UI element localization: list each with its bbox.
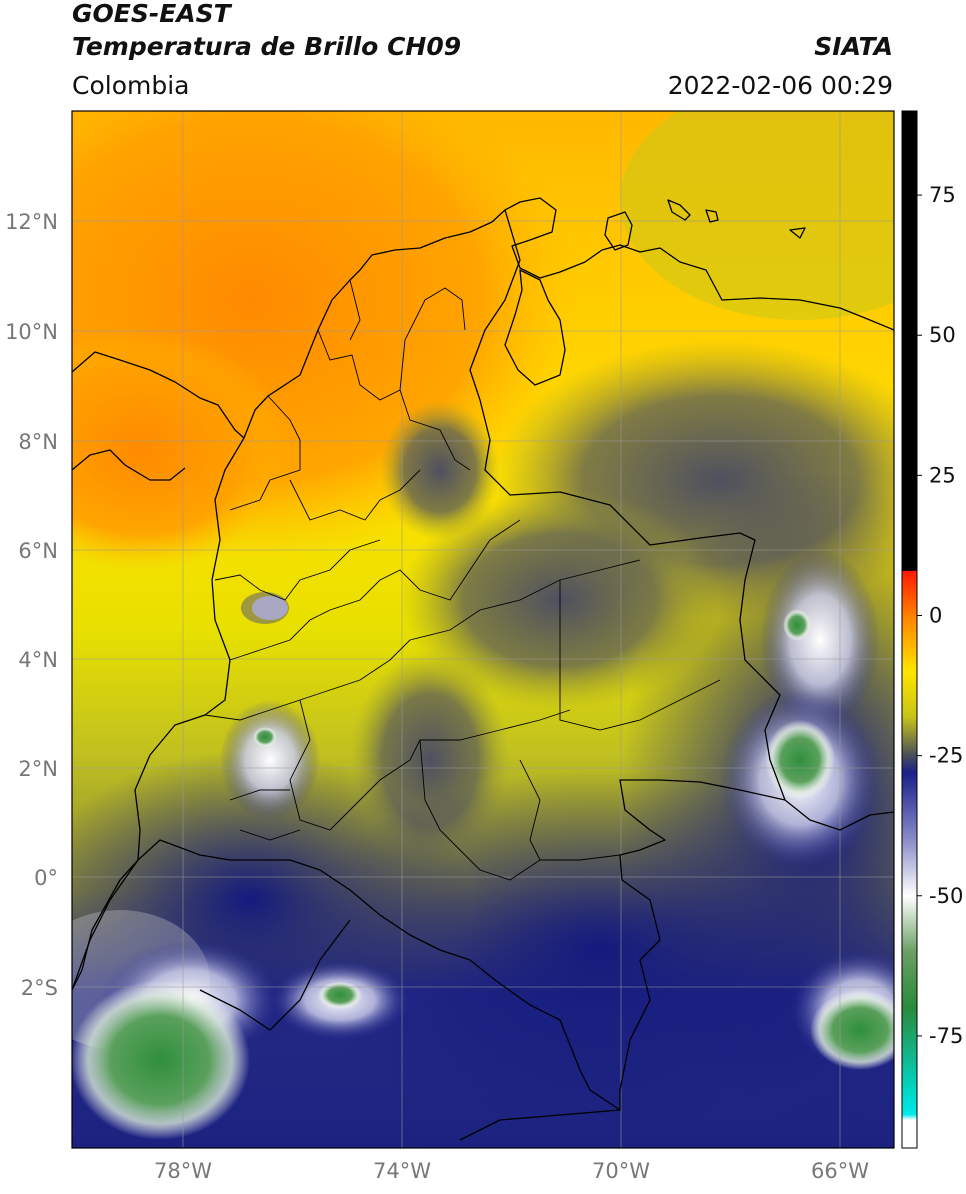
- lat-label: 0°: [34, 866, 58, 890]
- lat-label: 10°N: [5, 320, 58, 344]
- organization-label: SIATA: [814, 32, 893, 61]
- map-boundaries: [72, 197, 894, 1141]
- colorbar-tick-label: -50: [929, 884, 963, 908]
- colombia-departments: [204, 279, 721, 881]
- lat-label: 8°N: [18, 430, 58, 454]
- latitude-labels: 12°N 10°N 8°N 6°N 4°N 2°N 0° 2°S: [5, 210, 58, 1000]
- lat-label: 4°N: [18, 648, 58, 672]
- product-title: GOES-EAST: [72, 0, 231, 28]
- product-subtitle: Temperatura de Brillo CH09: [72, 32, 462, 61]
- lon-label: 74°W: [373, 1159, 431, 1183]
- coastline-pacific: [72, 437, 245, 991]
- satellite-image: [72, 111, 894, 1148]
- panama-outline: [72, 449, 186, 481]
- lon-label: 70°W: [592, 1159, 650, 1183]
- lat-label: 2°N: [18, 757, 58, 781]
- region-label: Colombia: [72, 71, 190, 100]
- map-gridlines: [72, 111, 894, 1148]
- datetime-label: 2022-02-06 00:29: [667, 71, 893, 100]
- lat-label: 12°N: [5, 210, 58, 234]
- lat-label: 2°S: [21, 976, 58, 1000]
- lon-label: 66°W: [811, 1159, 869, 1183]
- lake-maracaibo: [504, 269, 566, 386]
- lon-label: 78°W: [154, 1159, 212, 1183]
- map-frame: [71, 110, 895, 1149]
- colorbar-tick-label: 50: [929, 323, 956, 347]
- venezuela-brazil-border: [784, 799, 894, 831]
- ecuador-peru-border: [72, 859, 351, 1031]
- colorbar-tick-label: -75: [929, 1024, 963, 1048]
- colorbar-tick-label: 75: [929, 183, 956, 207]
- longitude-labels: 78°W 74°W 70°W 66°W: [154, 1159, 869, 1183]
- colorbar: 75 50 25 0 -25 -50 -75: [901, 110, 963, 1149]
- colorbar-tick-label: 25: [929, 463, 956, 487]
- island-curacao: [667, 199, 806, 239]
- colorbar-tick-label: -25: [929, 744, 963, 768]
- lat-label: 6°N: [18, 539, 58, 563]
- colombia-peru-border: [137, 839, 581, 1071]
- colorbar-ticks: 75 50 25 0 -25 -50 -75: [917, 183, 963, 1048]
- peru-brazil-border: [459, 1109, 621, 1141]
- colombia-venezuela-border: [469, 209, 786, 801]
- colorbar-scale: [901, 110, 918, 1149]
- island-aruba: [604, 211, 633, 251]
- colorbar-tick-label: 0: [929, 603, 942, 627]
- colombia-brazil-border: [579, 779, 786, 1111]
